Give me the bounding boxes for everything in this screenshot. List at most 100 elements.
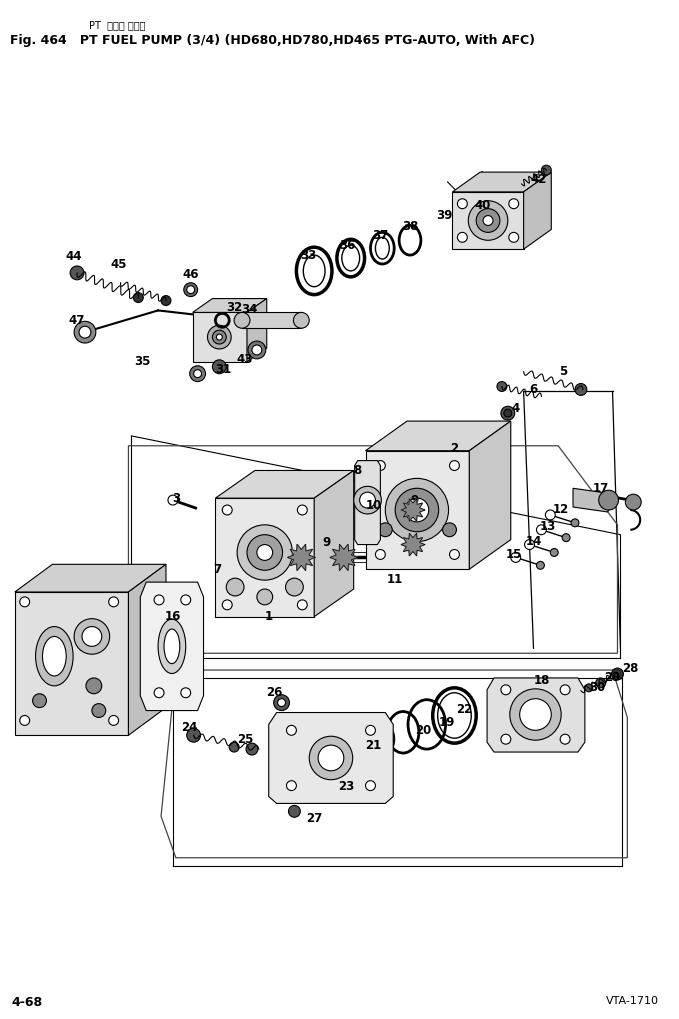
Circle shape <box>289 805 300 817</box>
Polygon shape <box>128 565 166 736</box>
Text: 43: 43 <box>237 354 253 366</box>
Text: 35: 35 <box>134 356 151 368</box>
Circle shape <box>525 540 534 549</box>
Circle shape <box>109 597 119 606</box>
Circle shape <box>168 495 178 505</box>
Polygon shape <box>215 471 354 498</box>
Circle shape <box>86 678 102 694</box>
Circle shape <box>70 266 84 280</box>
Circle shape <box>295 550 308 565</box>
Circle shape <box>109 715 119 726</box>
Circle shape <box>395 488 439 532</box>
Bar <box>242 313 301 328</box>
Ellipse shape <box>35 627 73 686</box>
Circle shape <box>449 549 460 559</box>
Circle shape <box>375 549 385 559</box>
Text: 26: 26 <box>266 686 283 699</box>
Text: PT  フェル ポンプ: PT フェル ポンプ <box>89 20 145 30</box>
Circle shape <box>407 504 419 516</box>
Polygon shape <box>193 313 247 362</box>
Text: 31: 31 <box>215 363 232 376</box>
Circle shape <box>501 685 511 695</box>
Circle shape <box>154 688 164 698</box>
Text: 24: 24 <box>181 720 198 734</box>
Circle shape <box>560 735 570 744</box>
Polygon shape <box>269 712 393 803</box>
Circle shape <box>257 544 273 560</box>
Circle shape <box>247 535 282 571</box>
Circle shape <box>449 461 460 471</box>
Circle shape <box>181 595 191 605</box>
Circle shape <box>407 539 419 550</box>
Text: 14: 14 <box>526 535 542 548</box>
Circle shape <box>74 619 110 654</box>
Text: 3: 3 <box>172 491 180 504</box>
Text: 17: 17 <box>593 482 609 495</box>
Text: 4: 4 <box>511 401 520 415</box>
Circle shape <box>274 695 289 710</box>
Circle shape <box>287 781 297 791</box>
Circle shape <box>222 600 232 609</box>
Circle shape <box>443 523 456 537</box>
Polygon shape <box>365 421 511 450</box>
Polygon shape <box>401 533 425 555</box>
Circle shape <box>154 595 164 605</box>
Circle shape <box>560 685 570 695</box>
Polygon shape <box>524 172 551 250</box>
Circle shape <box>230 742 239 752</box>
Circle shape <box>545 510 555 520</box>
Circle shape <box>187 285 195 293</box>
Circle shape <box>571 519 579 527</box>
Circle shape <box>161 296 171 306</box>
Circle shape <box>318 745 344 770</box>
Circle shape <box>286 578 304 596</box>
Text: 5: 5 <box>559 365 567 378</box>
Polygon shape <box>15 592 128 736</box>
Polygon shape <box>215 498 314 616</box>
Text: 15: 15 <box>506 548 522 560</box>
Text: 30: 30 <box>589 682 606 694</box>
Circle shape <box>293 313 309 328</box>
Polygon shape <box>314 471 354 616</box>
Text: VTA-1710: VTA-1710 <box>606 996 659 1006</box>
Text: 9: 9 <box>411 493 419 506</box>
Text: 8: 8 <box>354 464 362 477</box>
Circle shape <box>476 209 500 232</box>
Circle shape <box>501 735 511 744</box>
Circle shape <box>612 668 623 680</box>
Text: 1: 1 <box>265 610 273 624</box>
Circle shape <box>511 552 521 562</box>
Circle shape <box>458 232 467 243</box>
Ellipse shape <box>43 637 66 676</box>
Circle shape <box>360 492 375 508</box>
Text: 39: 39 <box>437 209 453 222</box>
Circle shape <box>189 366 206 381</box>
Circle shape <box>82 627 102 646</box>
Circle shape <box>92 704 106 717</box>
Text: 4-68: 4-68 <box>12 996 43 1009</box>
Circle shape <box>509 199 519 209</box>
Circle shape <box>237 525 293 580</box>
Polygon shape <box>141 582 204 710</box>
Text: 29: 29 <box>604 672 621 685</box>
Text: 22: 22 <box>456 703 473 716</box>
Circle shape <box>257 589 273 605</box>
Text: 47: 47 <box>69 314 86 327</box>
Circle shape <box>297 600 308 609</box>
Circle shape <box>510 689 561 740</box>
Circle shape <box>595 678 606 688</box>
Polygon shape <box>401 498 425 522</box>
Circle shape <box>375 461 385 471</box>
Circle shape <box>181 688 191 698</box>
Text: 44: 44 <box>66 250 82 263</box>
Circle shape <box>297 505 308 515</box>
Circle shape <box>20 715 30 726</box>
Circle shape <box>222 505 232 515</box>
Circle shape <box>246 743 258 755</box>
Polygon shape <box>247 299 267 362</box>
Polygon shape <box>365 450 469 570</box>
Circle shape <box>213 360 226 374</box>
Circle shape <box>469 201 508 240</box>
Circle shape <box>33 694 46 707</box>
Circle shape <box>483 216 493 225</box>
